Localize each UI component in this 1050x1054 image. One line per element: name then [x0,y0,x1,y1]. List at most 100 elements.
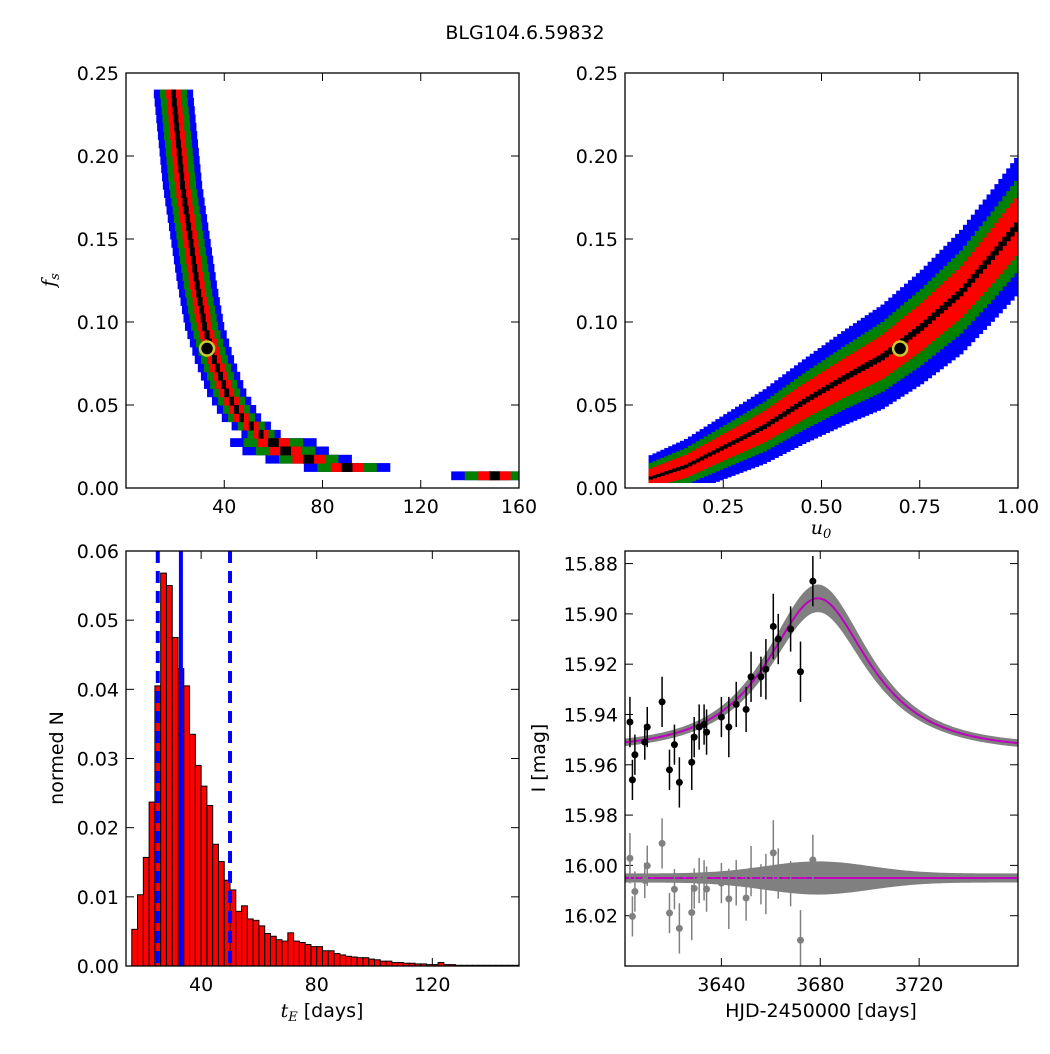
density-cell [176,147,182,157]
y-tick-label: 15.98 [564,805,618,827]
density-cell [188,239,194,248]
histogram-bar [200,785,208,966]
data-point [725,723,733,731]
y-tick-label: 15.90 [564,604,618,626]
y-tick-label: 0.00 [77,478,119,500]
y-axis-label-normed-n: normed N [46,711,68,805]
y-tick-label: 0.04 [77,679,119,701]
density-cell [845,373,850,380]
density-cell [197,297,203,306]
data-point [732,700,740,708]
density-cell [927,316,933,324]
x-tick-label: 80 [305,974,329,996]
density-cell [955,291,960,300]
density-cell [852,368,858,376]
density-cell [864,362,870,369]
data-point [626,718,634,726]
data-point [631,751,639,759]
residual-point [665,909,673,917]
y-tick-label: 0.05 [77,610,119,632]
density-cell [727,442,732,447]
density-cell [648,468,654,484]
histogram-bar [385,960,393,966]
density-cell [186,222,192,232]
density-cell [703,454,709,459]
residual-point [747,867,755,875]
data-point [665,766,673,774]
y-tick-label: 0.06 [77,541,119,563]
histogram-bar [275,939,283,966]
residual-point [762,880,770,888]
density-cell [184,214,190,223]
density-cell [211,355,217,364]
data-point [703,728,711,736]
density-cell [888,347,893,355]
density-cell [766,421,771,427]
histogram-bar [316,946,323,966]
x-axis-label-u0: u0 [811,517,832,542]
density-cell [691,460,697,465]
density-cell [1014,222,1018,232]
density-cell [175,131,181,140]
residual-point [690,884,698,892]
density-cell [171,97,177,107]
density-cell [801,398,807,405]
density-cell [758,426,764,432]
density-cell [723,444,728,449]
density-cell [699,456,705,461]
density-cell [735,438,740,443]
density-cell [790,406,795,412]
density-cell [680,465,685,470]
data-point [757,673,765,681]
y-tick-label: 0.15 [576,229,618,251]
density-cell [982,260,988,270]
residual-point [631,888,639,896]
density-cell [998,241,1003,251]
density-cell [1002,236,1007,246]
panel-te-fs-axes: 40 80 120 160 0.00 0.05 0.10 0.15 0.20 0.25 [77,63,537,518]
data-point [774,635,782,643]
panel-u0-fs-frame [624,72,1019,489]
density-cell [181,189,187,198]
data-point [658,698,666,706]
density-cell [341,463,353,472]
y-tick-label: 0.02 [77,818,119,840]
x-tick-label: 40 [212,496,236,518]
panel-te-fs-heatmap [153,89,519,481]
x-axis-label-te-text: tE [days] [281,1000,364,1025]
density-cell [171,89,176,99]
density-cell [676,467,681,471]
y-tick-label: 0.00 [77,956,119,978]
x-tick-label: 1.00 [997,496,1039,518]
residual-point [774,870,782,878]
density-cell [194,280,200,290]
histogram-bar [183,685,191,966]
residual-point [658,839,666,847]
density-cell [793,403,799,410]
x-tick-label: 120 [414,974,450,996]
density-cell [652,466,657,484]
histogram-bar [356,957,364,966]
data-point [747,673,755,681]
data-point [643,723,651,731]
x-tick-label: 160 [501,496,537,518]
histogram-bar [379,960,387,966]
density-cell [215,363,220,373]
data-point [809,577,817,585]
density-cell [762,424,767,430]
histogram-bar [148,801,156,966]
histogram-bar [131,928,139,966]
density-cell [742,434,748,439]
panel-lightcurve-axes: 3640 3680 3720 15.88 15.90 15.92 15.94 15.96 15.… [564,551,1018,996]
data-point [628,776,636,784]
histogram-bar [269,935,277,966]
histogram-bar [310,946,318,966]
residual-point [643,862,651,870]
density-cell [234,405,239,414]
density-cell [280,446,292,456]
density-cell [849,370,854,378]
histogram-bar [287,932,295,966]
residual-point [695,876,703,884]
x-axis-label-hjd: HJD-2450000 [days] [725,1000,917,1022]
